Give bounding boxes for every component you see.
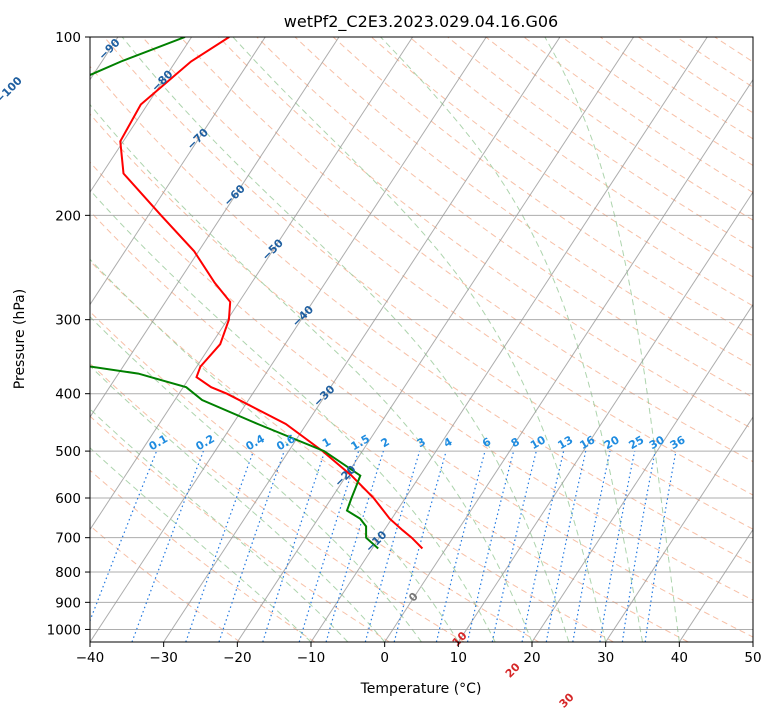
- x-tick-label: −40: [76, 650, 105, 666]
- dry-adiabat-line: [90, 525, 241, 642]
- mixing-ratio-line: [90, 450, 158, 623]
- profile-lines: [90, 37, 424, 550]
- x-tick-label: −20: [223, 650, 252, 666]
- isotherm-line: [531, 303, 753, 642]
- mixing-ratio-line: [298, 450, 360, 642]
- x-tick-label: −30: [149, 650, 178, 666]
- y-tick-label: 700: [55, 531, 81, 547]
- y-axis-label: Pressure (hPa): [12, 289, 28, 389]
- moist-adiabat-line: [90, 189, 496, 642]
- dry-adiabat-line: [90, 260, 614, 642]
- mixing-ratio-line: [262, 450, 326, 642]
- y-tick-label: 500: [55, 444, 81, 460]
- chart-title: wetPf2_C2E3.2023.029.04.16.G06: [284, 12, 558, 32]
- mixing-ratio-line: [572, 450, 611, 642]
- x-tick-label: 40: [671, 650, 688, 666]
- mixing-ratio-line: [644, 450, 677, 642]
- dry-adiabat-line: [90, 310, 540, 642]
- isotherm-line: [163, 37, 561, 642]
- dry-adiabat-line: [294, 37, 753, 367]
- dry-adiabat-line: [90, 469, 315, 642]
- plot-frame: [89, 36, 754, 643]
- y-tick-label: 800: [55, 565, 81, 581]
- moist-adiabat-line: [380, 37, 643, 642]
- x-tick-label: −10: [297, 650, 326, 666]
- isotherm-line: [90, 37, 266, 306]
- moist-adiabat-line: [232, 37, 607, 642]
- moist-adiabat-line: [90, 316, 422, 642]
- x-tick-label: 10: [450, 650, 467, 666]
- x-tick-label: 0: [380, 650, 389, 666]
- dry-adiabat-line: [256, 37, 753, 398]
- isotherm-line: [90, 37, 193, 194]
- dry-adiabat-line: [103, 37, 753, 530]
- isotherm-line: [457, 191, 753, 642]
- y-tick-label: 200: [55, 208, 81, 224]
- mixing-ratio-line: [364, 450, 421, 642]
- x-tick-label: 20: [523, 650, 540, 666]
- y-tick-label: 100: [55, 30, 81, 46]
- mixing-ratio-line: [218, 450, 285, 642]
- x-tick-label: 30: [597, 650, 614, 666]
- isotherm-line: [605, 416, 753, 642]
- y-tick-label: 300: [55, 313, 81, 329]
- dry-adiabat-line: [90, 210, 689, 642]
- isotherm-line: [90, 37, 487, 642]
- mixing-ratio-line: [599, 450, 636, 642]
- axes: −40 −30 −20 −10 0 10 20 30 40 50 100 200 300 400 500 60…: [47, 30, 762, 666]
- mixing-ratio-line: [621, 450, 656, 642]
- isotherm-line: [310, 37, 708, 642]
- isotherm-line: [678, 528, 753, 642]
- dewpoint-profile-line: [90, 37, 379, 550]
- x-tick-label: 50: [744, 650, 761, 666]
- moist-adiabat-line: [121, 37, 570, 642]
- moist-adiabat-line: [90, 408, 349, 642]
- dry-adiabat-line: [90, 161, 753, 638]
- isotherm-line: [384, 78, 753, 642]
- y-tick-label: 600: [55, 491, 81, 507]
- mixing-ratio-line: [545, 450, 587, 642]
- y-tick-label: 900: [55, 595, 81, 611]
- moist-adiabat-line: [90, 447, 312, 642]
- y-tick-label: 1000: [47, 622, 81, 638]
- moist-adiabat-line: [90, 258, 459, 642]
- x-axis-label: Temperature (°C): [360, 681, 482, 697]
- isotherm-line: [236, 37, 635, 642]
- dry-adiabat-line: [90, 65, 753, 565]
- moist-adiabat-line: [90, 103, 533, 642]
- temperature-profile-line: [119, 37, 424, 550]
- moist-adiabat-line: [544, 37, 680, 642]
- background-lines: [90, 37, 753, 642]
- y-tick-label: 400: [55, 387, 81, 403]
- isotherm-line: [90, 37, 340, 418]
- isotherm-line: [90, 37, 414, 531]
